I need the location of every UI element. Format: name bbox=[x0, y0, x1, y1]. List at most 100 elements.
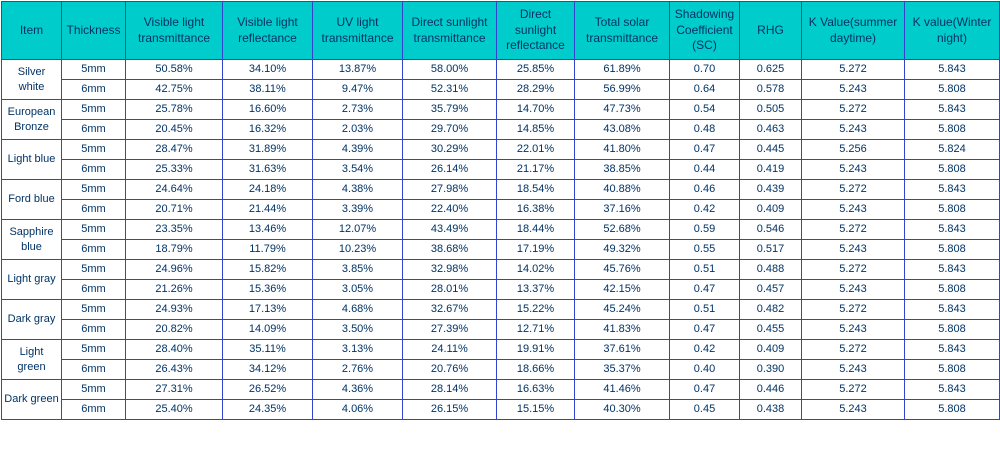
value-cell-uv_light_transmittance: 2.73% bbox=[312, 99, 403, 120]
value-cell-k_value_winter: 5.808 bbox=[904, 359, 1000, 380]
value-cell-visible_light_transmittance: 25.78% bbox=[125, 99, 223, 120]
value-cell-direct_sunlight_reflectance: 17.19% bbox=[496, 239, 575, 260]
value-cell-visible_light_transmittance: 20.45% bbox=[125, 119, 223, 140]
value-cell-total_solar_transmittance: 56.99% bbox=[574, 79, 670, 100]
value-cell-visible_light_transmittance: 28.40% bbox=[125, 339, 223, 360]
value-cell-direct_sunlight_transmittance: 28.01% bbox=[402, 279, 497, 300]
value-cell-visible_light_transmittance: 24.96% bbox=[125, 259, 223, 280]
thickness-cell: 6mm bbox=[61, 399, 126, 420]
column-header-k_value_summer: K Value(summer daytime) bbox=[801, 1, 905, 60]
column-header-visible_light_transmittance: Visible light transmittance bbox=[125, 1, 223, 60]
table-row: 6mm 20.71% 21.44% 3.39% 22.40% 16.38% 37.16% 0.… bbox=[2, 199, 1000, 220]
value-cell-direct_sunlight_transmittance: 52.31% bbox=[402, 79, 497, 100]
value-cell-direct_sunlight_reflectance: 18.44% bbox=[496, 219, 575, 240]
value-cell-visible_light_reflectance: 16.60% bbox=[222, 99, 313, 120]
value-cell-visible_light_reflectance: 31.89% bbox=[222, 139, 313, 160]
value-cell-direct_sunlight_reflectance: 25.85% bbox=[496, 59, 575, 80]
value-cell-rhg: 0.505 bbox=[739, 99, 802, 120]
value-cell-shadowing_coefficient: 0.42 bbox=[669, 339, 740, 360]
table-row: 6mm 18.79% 11.79% 10.23% 38.68% 17.19% 49.32% 0… bbox=[2, 239, 1000, 260]
value-cell-direct_sunlight_reflectance: 15.22% bbox=[496, 299, 575, 320]
value-cell-shadowing_coefficient: 0.70 bbox=[669, 59, 740, 80]
value-cell-k_value_summer: 5.272 bbox=[801, 379, 905, 400]
value-cell-k_value_summer: 5.243 bbox=[801, 199, 905, 220]
thickness-cell: 6mm bbox=[61, 159, 126, 180]
item-cell: Ford blue bbox=[1, 179, 62, 220]
column-header-total_solar_transmittance: Total solar transmittance bbox=[574, 1, 670, 60]
table-row: 6mm 20.82% 14.09% 3.50% 27.39% 12.71% 41.83% 0.… bbox=[2, 319, 1000, 340]
thickness-cell: 5mm bbox=[61, 59, 126, 80]
value-cell-k_value_summer: 5.272 bbox=[801, 59, 905, 80]
value-cell-uv_light_transmittance: 3.85% bbox=[312, 259, 403, 280]
value-cell-uv_light_transmittance: 3.13% bbox=[312, 339, 403, 360]
value-cell-direct_sunlight_reflectance: 21.17% bbox=[496, 159, 575, 180]
value-cell-k_value_summer: 5.243 bbox=[801, 159, 905, 180]
thickness-cell: 6mm bbox=[61, 119, 126, 140]
value-cell-visible_light_reflectance: 24.35% bbox=[222, 399, 313, 420]
glass-performance-table: Item Thickness Visible light transmittance… bbox=[1, 1, 1000, 420]
value-cell-total_solar_transmittance: 37.61% bbox=[574, 339, 670, 360]
thickness-cell: 5mm bbox=[61, 259, 126, 280]
value-cell-shadowing_coefficient: 0.51 bbox=[669, 259, 740, 280]
value-cell-visible_light_reflectance: 34.12% bbox=[222, 359, 313, 380]
value-cell-total_solar_transmittance: 41.80% bbox=[574, 139, 670, 160]
value-cell-rhg: 0.625 bbox=[739, 59, 802, 80]
column-header-uv_light_transmittance: UV light transmittance bbox=[312, 1, 403, 60]
value-cell-direct_sunlight_reflectance: 28.29% bbox=[496, 79, 575, 100]
value-cell-visible_light_reflectance: 15.36% bbox=[222, 279, 313, 300]
value-cell-uv_light_transmittance: 3.05% bbox=[312, 279, 403, 300]
item-cell: Dark gray bbox=[1, 299, 62, 340]
value-cell-rhg: 0.409 bbox=[739, 199, 802, 220]
value-cell-shadowing_coefficient: 0.54 bbox=[669, 99, 740, 120]
value-cell-direct_sunlight_reflectance: 22.01% bbox=[496, 139, 575, 160]
value-cell-uv_light_transmittance: 2.03% bbox=[312, 119, 403, 140]
value-cell-k_value_summer: 5.243 bbox=[801, 79, 905, 100]
column-header-k_value_winter: K value(Winter night) bbox=[904, 1, 1000, 60]
value-cell-total_solar_transmittance: 41.46% bbox=[574, 379, 670, 400]
thickness-cell: 6mm bbox=[61, 319, 126, 340]
value-cell-k_value_winter: 5.808 bbox=[904, 159, 1000, 180]
value-cell-total_solar_transmittance: 40.30% bbox=[574, 399, 670, 420]
value-cell-visible_light_reflectance: 38.11% bbox=[222, 79, 313, 100]
value-cell-visible_light_transmittance: 25.33% bbox=[125, 159, 223, 180]
value-cell-k_value_summer: 5.243 bbox=[801, 319, 905, 340]
value-cell-total_solar_transmittance: 52.68% bbox=[574, 219, 670, 240]
value-cell-k_value_summer: 5.272 bbox=[801, 339, 905, 360]
value-cell-visible_light_transmittance: 25.40% bbox=[125, 399, 223, 420]
value-cell-k_value_winter: 5.843 bbox=[904, 379, 1000, 400]
value-cell-shadowing_coefficient: 0.47 bbox=[669, 279, 740, 300]
thickness-cell: 6mm bbox=[61, 79, 126, 100]
item-cell: Light gray bbox=[1, 259, 62, 300]
value-cell-direct_sunlight_reflectance: 18.54% bbox=[496, 179, 575, 200]
value-cell-rhg: 0.546 bbox=[739, 219, 802, 240]
value-cell-shadowing_coefficient: 0.40 bbox=[669, 359, 740, 380]
table-body: Silver white 5mm 50.58% 34.10% 13.87% 58.00% 2… bbox=[1, 59, 1000, 420]
value-cell-rhg: 0.578 bbox=[739, 79, 802, 100]
value-cell-uv_light_transmittance: 10.23% bbox=[312, 239, 403, 260]
value-cell-visible_light_reflectance: 35.11% bbox=[222, 339, 313, 360]
value-cell-uv_light_transmittance: 4.06% bbox=[312, 399, 403, 420]
value-cell-visible_light_reflectance: 21.44% bbox=[222, 199, 313, 220]
value-cell-uv_light_transmittance: 2.76% bbox=[312, 359, 403, 380]
thickness-cell: 5mm bbox=[61, 299, 126, 320]
value-cell-k_value_summer: 5.272 bbox=[801, 219, 905, 240]
value-cell-k_value_winter: 5.843 bbox=[904, 99, 1000, 120]
table-row: 6mm 25.33% 31.63% 3.54% 26.14% 21.17% 38.85% 0.… bbox=[2, 159, 1000, 180]
value-cell-total_solar_transmittance: 61.89% bbox=[574, 59, 670, 80]
value-cell-direct_sunlight_transmittance: 20.76% bbox=[402, 359, 497, 380]
value-cell-visible_light_reflectance: 34.10% bbox=[222, 59, 313, 80]
value-cell-k_value_summer: 5.256 bbox=[801, 139, 905, 160]
value-cell-direct_sunlight_transmittance: 27.39% bbox=[402, 319, 497, 340]
value-cell-direct_sunlight_transmittance: 30.29% bbox=[402, 139, 497, 160]
value-cell-total_solar_transmittance: 49.32% bbox=[574, 239, 670, 260]
table-header: Item Thickness Visible light transmittance… bbox=[1, 1, 1000, 60]
thickness-cell: 5mm bbox=[61, 99, 126, 120]
column-header-item: Item bbox=[1, 1, 62, 60]
value-cell-visible_light_transmittance: 24.64% bbox=[125, 179, 223, 200]
value-cell-k_value_winter: 5.808 bbox=[904, 319, 1000, 340]
value-cell-total_solar_transmittance: 38.85% bbox=[574, 159, 670, 180]
value-cell-k_value_winter: 5.843 bbox=[904, 299, 1000, 320]
thickness-cell: 5mm bbox=[61, 139, 126, 160]
value-cell-shadowing_coefficient: 0.46 bbox=[669, 179, 740, 200]
value-cell-shadowing_coefficient: 0.51 bbox=[669, 299, 740, 320]
